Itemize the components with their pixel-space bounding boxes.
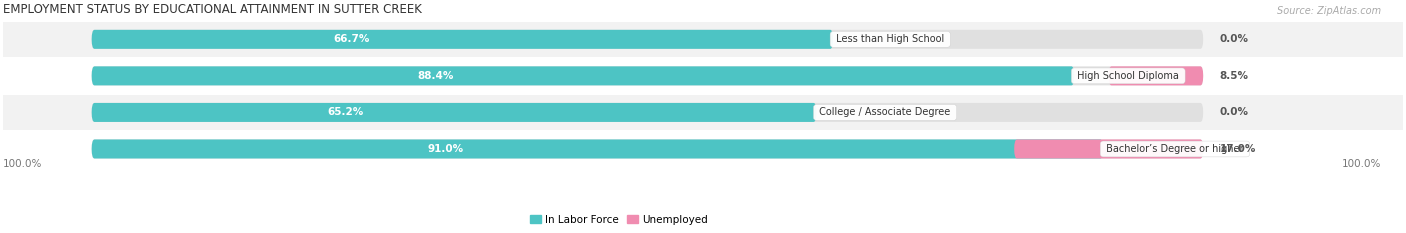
FancyBboxPatch shape: [3, 59, 1403, 93]
FancyBboxPatch shape: [1014, 140, 1204, 158]
Text: 91.0%: 91.0%: [427, 144, 464, 154]
Text: 100.0%: 100.0%: [1341, 159, 1381, 169]
Text: 88.4%: 88.4%: [418, 71, 454, 81]
Text: Less than High School: Less than High School: [832, 34, 948, 44]
Legend: In Labor Force, Unemployed: In Labor Force, Unemployed: [530, 215, 707, 225]
Text: Bachelor’s Degree or higher: Bachelor’s Degree or higher: [1104, 144, 1247, 154]
FancyBboxPatch shape: [91, 30, 1204, 49]
Text: 100.0%: 100.0%: [3, 159, 42, 169]
FancyBboxPatch shape: [91, 66, 1204, 85]
Text: Source: ZipAtlas.com: Source: ZipAtlas.com: [1277, 6, 1381, 16]
FancyBboxPatch shape: [3, 95, 1403, 130]
FancyBboxPatch shape: [91, 66, 1074, 85]
Text: 17.0%: 17.0%: [1220, 144, 1256, 154]
Text: 0.0%: 0.0%: [1220, 34, 1249, 44]
Text: 66.7%: 66.7%: [333, 34, 370, 44]
FancyBboxPatch shape: [91, 140, 1204, 158]
Text: College / Associate Degree: College / Associate Degree: [817, 107, 953, 117]
Text: EMPLOYMENT STATUS BY EDUCATIONAL ATTAINMENT IN SUTTER CREEK: EMPLOYMENT STATUS BY EDUCATIONAL ATTAINM…: [3, 3, 422, 16]
FancyBboxPatch shape: [91, 30, 832, 49]
FancyBboxPatch shape: [3, 132, 1403, 166]
FancyBboxPatch shape: [91, 103, 817, 122]
FancyBboxPatch shape: [91, 103, 1204, 122]
FancyBboxPatch shape: [91, 140, 1104, 158]
Text: 8.5%: 8.5%: [1220, 71, 1249, 81]
Text: High School Diploma: High School Diploma: [1074, 71, 1182, 81]
FancyBboxPatch shape: [3, 22, 1403, 57]
Text: 65.2%: 65.2%: [328, 107, 364, 117]
Text: 0.0%: 0.0%: [1220, 107, 1249, 117]
FancyBboxPatch shape: [1109, 66, 1204, 85]
